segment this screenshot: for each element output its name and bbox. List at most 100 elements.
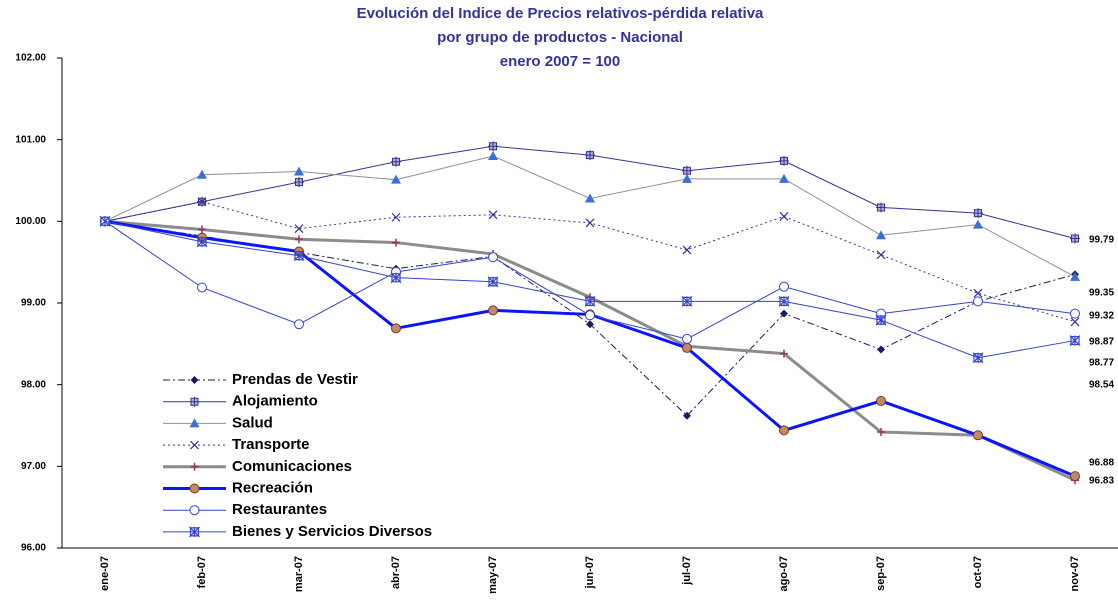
legend-label: Comunicaciones	[232, 458, 352, 475]
marker	[586, 320, 594, 329]
marker	[779, 173, 789, 183]
marker	[392, 238, 400, 247]
marker	[973, 296, 983, 307]
marker	[683, 411, 691, 420]
marker	[1070, 308, 1080, 319]
marker	[876, 250, 886, 260]
marker	[779, 425, 789, 436]
series	[100, 197, 1080, 327]
marker	[779, 212, 789, 221]
marker	[488, 305, 498, 316]
x-tick-label: may-07	[487, 556, 499, 594]
marker	[1070, 317, 1080, 327]
marker	[877, 345, 885, 354]
series	[100, 151, 1080, 281]
y-tick-label: 97.00	[21, 461, 46, 472]
marker	[198, 225, 206, 234]
marker	[390, 272, 402, 284]
marker	[877, 428, 885, 437]
legend-marker	[189, 483, 200, 494]
y-tick-label: 96.00	[21, 543, 46, 554]
marker	[197, 282, 207, 293]
marker	[875, 314, 887, 326]
legend-marker	[190, 376, 199, 384]
data-label: 98.87	[1089, 337, 1114, 348]
x-tick-label: oct-07	[972, 556, 984, 588]
marker	[682, 245, 692, 255]
marker	[391, 323, 401, 334]
legend-label: Alojamiento	[232, 393, 318, 410]
data-label: 96.83	[1089, 476, 1114, 487]
marker	[488, 210, 498, 220]
legend-label: Prendas de Vestir	[232, 371, 358, 388]
chart-title: enero 2007 = 100	[500, 53, 621, 70]
marker	[295, 235, 303, 244]
series-line	[104, 220, 1076, 359]
chart-title: Evolución del Indice de Precios relativo…	[357, 5, 764, 22]
marker	[391, 174, 401, 184]
marker	[294, 177, 304, 188]
marker	[972, 352, 984, 364]
marker	[876, 396, 886, 406]
marker	[1070, 271, 1080, 281]
marker	[1070, 471, 1080, 482]
marker	[197, 169, 207, 179]
marker	[973, 430, 983, 441]
legend-label: Restaurantes	[232, 501, 327, 518]
data-label: 96.88	[1089, 458, 1114, 469]
data-label: 98.77	[1089, 358, 1114, 369]
marker	[584, 295, 596, 307]
y-tick-label: 99.00	[21, 298, 46, 309]
y-tick-label: 102.00	[15, 53, 46, 64]
marker	[294, 319, 304, 330]
x-tick-label: jul-07	[681, 556, 693, 586]
legend-marker	[190, 440, 199, 450]
legend-label: Bienes y Servicios Diversos	[232, 523, 432, 540]
marker	[585, 310, 595, 321]
x-tick-label: feb-07	[196, 556, 208, 588]
marker	[196, 236, 208, 248]
series	[99, 215, 1081, 364]
x-tick-label: mar-07	[293, 556, 305, 592]
marker	[197, 197, 207, 207]
marker	[682, 333, 692, 344]
marker	[488, 252, 498, 263]
marker	[681, 295, 693, 307]
y-tick-label: 101.00	[15, 134, 46, 145]
data-label: 98.54	[1089, 380, 1114, 391]
x-tick-label: jun-07	[584, 556, 596, 589]
marker	[779, 281, 789, 292]
series	[100, 141, 1080, 244]
marker	[585, 193, 595, 203]
data-label: 99.32	[1089, 311, 1114, 322]
marker	[294, 224, 304, 234]
marker	[973, 219, 983, 229]
x-tick-label: sep-07	[875, 556, 887, 591]
marker	[585, 218, 595, 228]
y-tick-label: 100.00	[15, 216, 46, 227]
series-line	[104, 155, 1076, 278]
marker	[391, 212, 401, 222]
x-tick-label: nov-07	[1069, 556, 1081, 591]
marker	[778, 295, 790, 307]
marker	[973, 208, 983, 219]
legend-marker	[189, 418, 200, 428]
marker	[391, 156, 401, 167]
marker	[973, 288, 983, 298]
legend-label: Salud	[232, 414, 273, 431]
data-label: 99.35	[1089, 288, 1114, 299]
marker	[780, 309, 788, 318]
marker	[99, 215, 111, 227]
marker	[294, 166, 304, 176]
y-tick-label: 98.00	[21, 379, 46, 390]
legend-marker	[190, 462, 199, 471]
chart-title: por grupo de productos - Nacional	[437, 29, 683, 46]
marker	[1069, 335, 1081, 346]
marker	[293, 250, 305, 262]
marker	[488, 141, 498, 152]
data-label: 99.79	[1089, 235, 1114, 246]
marker	[1070, 233, 1080, 244]
x-tick-label: ene-07	[99, 556, 111, 591]
marker	[585, 150, 595, 161]
